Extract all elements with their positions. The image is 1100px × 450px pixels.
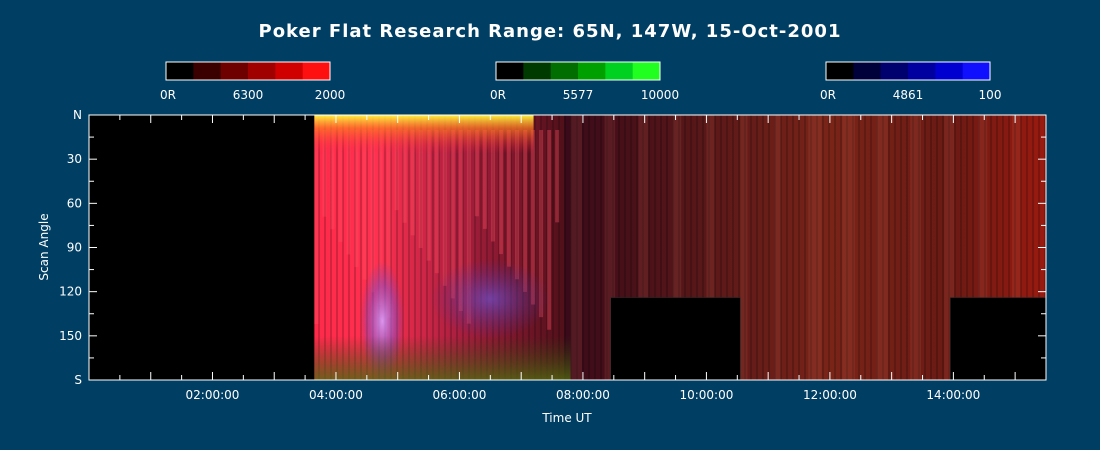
aurora-streak [910,115,922,380]
aurora-streak [555,130,560,223]
x-tick-label: 02:00:00 [186,388,240,402]
colorbar-blue-segment [880,62,909,80]
y-tick-label: 60 [67,196,82,210]
aurora-streak [944,115,955,380]
aurora-streak [876,115,888,380]
colorbar-green-segment [578,62,606,80]
colorbar-green-frame [495,61,661,81]
data-gap [950,297,1046,380]
aurora-streak [539,130,544,318]
colorbar-green-mid-label: 5577 [563,88,594,102]
y-axis: N 30 60 90 120 150 S [59,108,1046,387]
colorbar-blue-segment [962,62,991,80]
colorbar-red-segment [248,62,276,80]
plot-area [89,115,1046,380]
colorbar-group: 0R 6300 2000 0R 5577 10000 0R 4861 100 [160,61,1002,102]
x-axis: 02:00:00 04:00:00 06:00:00 08:00:00 10:00:00… [119,115,1047,402]
colorbar-blue-segment [853,62,882,80]
aurora-streak [604,115,616,380]
aurora-streak [774,115,781,380]
colorbar-red-segment [302,62,331,80]
colorbar-red-frame [165,61,331,81]
aurora-streak [672,115,682,380]
y-tick-label: 90 [67,241,82,255]
blue-emission-patch [430,259,551,340]
colorbar-green-min-label: 0R [490,88,506,102]
y-tick-label: 120 [59,285,82,299]
colorbar-blue-segment [908,62,936,80]
colorbar-red-segment [220,62,249,80]
aurora-streak [706,115,715,380]
colorbar-blue-max-label: 100 [979,88,1002,102]
colorbar-red-mid-label: 6300 [233,88,264,102]
southern-green-glow [314,335,571,380]
y-tick-label: 150 [59,329,82,343]
x-tick-label: 08:00:00 [556,388,610,402]
aurora-streak [740,115,748,380]
colorbar-red-min-label: 0R [160,88,176,102]
colorbar-red-segment [166,62,194,80]
colorbar-green-segment [496,62,524,80]
chart-title: Poker Flat Research Range: 65N, 147W, 15… [259,21,842,42]
aurora-image [314,115,1046,380]
y-tick-label: S [74,373,82,387]
y-tick-label: 30 [67,152,82,166]
data-gap [610,297,741,380]
y-tick-label: N [73,108,82,122]
x-tick-label: 12:00:00 [803,388,857,402]
colorbar-green-max-label: 10000 [641,88,679,102]
colorbar-blue-frame [825,61,991,81]
colorbar-green-segment [523,62,552,80]
x-tick-label: 10:00:00 [679,388,733,402]
aurora-streak [1012,115,1021,380]
colorbar-green-segment [605,62,634,80]
aurora-streak [547,130,552,330]
colorbar-blue-mid-label: 4861 [893,88,924,102]
colorbar-green-segment [632,62,661,80]
northern-arc-glow [314,115,534,225]
x-tick-label: 04:00:00 [309,388,363,402]
aurora-streak [570,115,582,380]
colorbar-red-max-label: 2000 [315,88,346,102]
colorbar-red-segment [193,62,222,80]
colorbar-blue-segment [826,62,854,80]
x-tick-label: 06:00:00 [432,388,486,402]
colorbar-red-segment [275,62,304,80]
y-axis-label: Scan Angle [37,213,51,280]
aurora-streak [638,115,649,380]
aurora-streak [466,130,471,324]
colorbar-blue-segment [935,62,964,80]
aurora-streak [314,130,319,325]
aurora-streak [842,115,855,380]
colorbar-blue-min-label: 0R [820,88,836,102]
colorbar-green-segment [550,62,579,80]
x-tick-label: 14:00:00 [926,388,980,402]
aurora-streak [808,115,822,380]
aurora-streak [978,115,988,380]
x-axis-label: Time UT [541,411,592,425]
